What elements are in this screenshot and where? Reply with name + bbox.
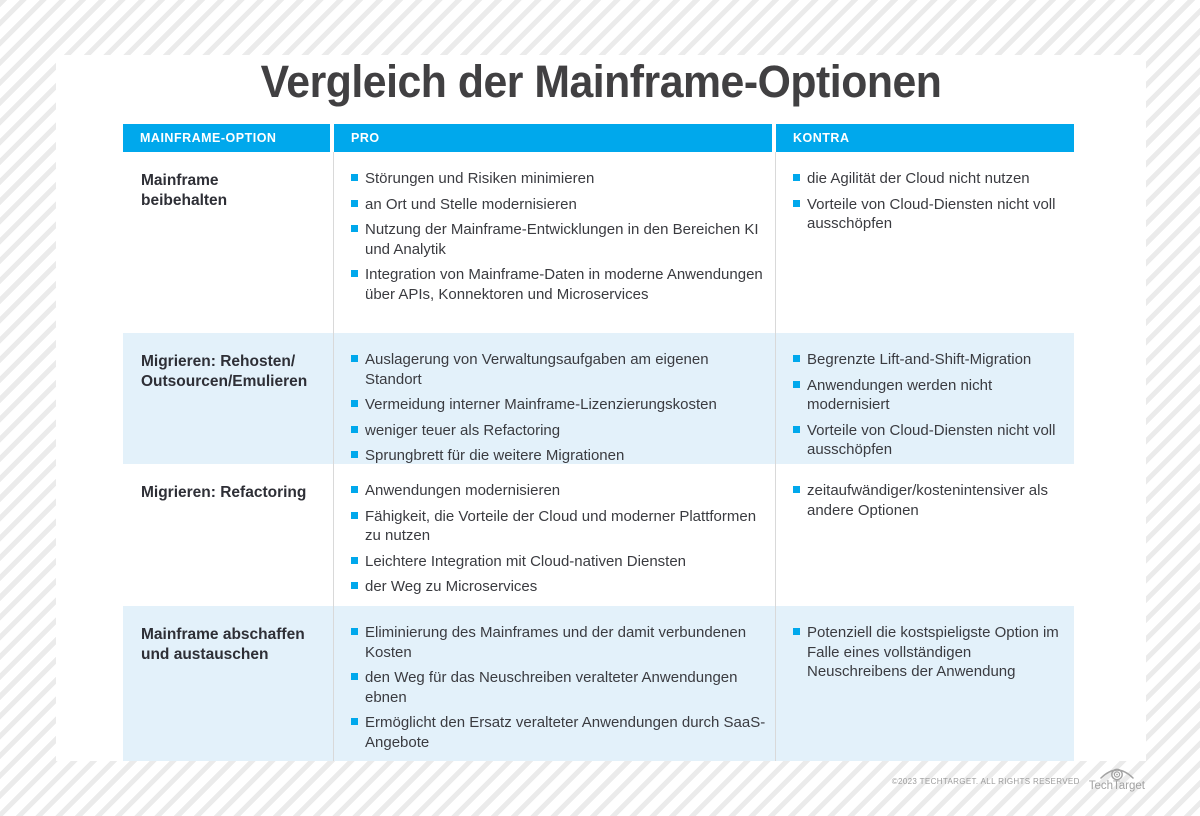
pro-cell-row2: Auslagerung von Verwaltungsaufgaben am e…	[334, 333, 776, 464]
bullet-square-icon	[351, 225, 358, 232]
list-item-text: Vorteile von Cloud-Diensten nicht voll a…	[807, 421, 1056, 459]
bullet-square-icon	[793, 380, 800, 388]
list-item-text: Ermöglicht den Ersatz veralteter Anwendu…	[365, 714, 766, 751]
list-item: Auslagerung von Verwaltungsaufgaben am e…	[351, 350, 767, 389]
list-item-text: Sprungbrett für die weitere Migrationen	[365, 447, 625, 464]
techtarget-logo: TechTarget	[1089, 764, 1145, 793]
list-item-text: Fähigkeit, die Vorteile der Cloud und mo…	[365, 507, 757, 545]
bullet-square-icon	[351, 270, 358, 277]
list-item-text: Störungen und Risiken minimieren	[365, 170, 595, 187]
bullet-square-icon	[351, 718, 358, 725]
copyright-text: ©2023 TECHTARGET. ALL RIGHTS RESERVED	[891, 776, 1080, 786]
bullet-square-icon	[351, 556, 358, 564]
bullet-square-icon	[793, 628, 800, 635]
bullet-square-icon	[351, 425, 358, 433]
list-item: zeitaufwändiger/kostenintensiver als and…	[793, 481, 1066, 520]
list-item-text: zeitaufwändiger/kostenintensiver als and…	[807, 482, 1048, 519]
bullet-square-icon	[351, 199, 358, 207]
list-item: Störungen und Risiken minimieren	[351, 169, 767, 189]
list-item-text: Auslagerung von Verwaltungsaufgaben am e…	[365, 351, 709, 388]
option-cell-row2: Migrieren: Rehosten/ Outsourcen/Emuliere…	[123, 333, 334, 464]
list-item-text: Leichtere Integration mit Cloud-nativen …	[365, 552, 687, 570]
option-cell-row3: Migrieren: Refactoring	[123, 464, 334, 606]
list-item-text: Anwendungen modernisieren	[365, 482, 561, 499]
column-header-mainframe-option: MAINFRAME-OPTION	[123, 124, 334, 152]
list-item-text: Vorteile von Cloud-Diensten nicht voll a…	[807, 195, 1056, 233]
list-item: Vorteile von Cloud-Diensten nicht voll a…	[793, 421, 1066, 460]
list-item: Ermöglicht den Ersatz veralteter Anwendu…	[351, 713, 767, 752]
column-header-kontra: KONTRA	[776, 124, 1074, 152]
list-item: der Weg zu Microservices	[351, 577, 767, 597]
list-item: an Ort und Stelle modernisieren	[351, 195, 767, 215]
list-item-text: Nutzung der Mainframe-Entwicklungen in d…	[365, 221, 759, 258]
list-item-text: Anwendungen werden nicht modernisiert	[807, 376, 993, 414]
bullet-square-icon	[793, 425, 800, 433]
pro-cell-row1: Störungen und Risiken minimieren an Ort …	[334, 152, 776, 333]
list-item: Sprungbrett für die weitere Migrationen	[351, 446, 767, 464]
pro-cell-row3: Anwendungen modernisieren Fähigkeit, die…	[334, 464, 776, 606]
list-item-text: den Weg für das Neuschreiben veralteter …	[365, 669, 738, 706]
bullet-square-icon	[793, 174, 800, 181]
list-item: Eliminierung des Mainframes und der dami…	[351, 623, 767, 662]
logo-text: TechTarget	[1088, 780, 1145, 792]
list-item-text: Potenziell die kostspieligste Option im …	[807, 624, 1059, 680]
page-title: Vergleich der Mainframe-Optionen	[260, 56, 942, 107]
list-item: Integration von Mainframe-Daten in moder…	[351, 265, 767, 304]
list-item-text: Eliminierung des Mainframes und der dami…	[365, 624, 747, 661]
kontra-cell-row3: zeitaufwändiger/kostenintensiver als and…	[776, 464, 1074, 606]
list-item-text: die Agilität der Cloud nicht nutzen	[807, 170, 1030, 187]
list-item: die Agilität der Cloud nicht nutzen	[793, 169, 1066, 189]
kontra-cell-row2: Begrenzte Lift-and-Shift-Migration Anwen…	[776, 333, 1074, 464]
eye-target-icon	[1100, 768, 1134, 781]
list-item: Nutzung der Mainframe-Entwicklungen in d…	[351, 220, 767, 259]
bullet-square-icon	[351, 355, 358, 362]
list-item: Fähigkeit, die Vorteile der Cloud und mo…	[351, 507, 767, 546]
list-item: Vorteile von Cloud-Diensten nicht voll a…	[793, 195, 1066, 234]
list-item-text: weniger teuer als Refactoring	[365, 421, 561, 439]
bullet-square-icon	[793, 355, 800, 362]
bullet-square-icon	[351, 174, 358, 181]
list-item-text: Begrenzte Lift-and-Shift-Migration	[807, 351, 1032, 368]
list-item-text: der Weg zu Microservices	[365, 578, 538, 595]
list-item: Vermeidung interner Mainframe-Lizenzieru…	[351, 395, 767, 415]
bullet-square-icon	[351, 451, 358, 458]
pro-cell-row4: Eliminierung des Mainframes und der dami…	[334, 606, 776, 761]
bullet-square-icon	[351, 486, 358, 493]
list-item: Anwendungen modernisieren	[351, 481, 767, 501]
option-cell-row1: Mainframe beibehalten	[123, 152, 334, 333]
bullet-square-icon	[351, 511, 358, 519]
comparison-table: MAINFRAME-OPTION PRO KONTRA Mainframe be…	[123, 124, 1074, 761]
bullet-square-icon	[793, 199, 800, 207]
infographic-card: Vergleich der Mainframe-Optionen MAINFRA…	[56, 55, 1146, 761]
bullet-square-icon	[351, 673, 358, 680]
option-cell-row4: Mainframe abschaffen und austauschen	[123, 606, 334, 761]
list-item-text: Vermeidung interner Mainframe-Lizenzieru…	[365, 396, 717, 413]
list-item: den Weg für das Neuschreiben veralteter …	[351, 668, 767, 707]
list-item: Anwendungen werden nicht modernisiert	[793, 376, 1066, 415]
column-header-pro: PRO	[334, 124, 776, 152]
list-item-text: Integration von Mainframe-Daten in moder…	[365, 266, 763, 303]
kontra-cell-row4: Potenziell die kostspieligste Option im …	[776, 606, 1074, 761]
list-item: Leichtere Integration mit Cloud-nativen …	[351, 552, 767, 572]
kontra-cell-row1: die Agilität der Cloud nicht nutzen Vort…	[776, 152, 1074, 333]
footer: ©2023 TECHTARGET. ALL RIGHTS RESERVED Te…	[892, 764, 1145, 793]
list-item: Potenziell die kostspieligste Option im …	[793, 623, 1066, 682]
list-item-text: an Ort und Stelle modernisieren	[365, 195, 577, 213]
bullet-square-icon	[351, 628, 358, 635]
list-item: Begrenzte Lift-and-Shift-Migration	[793, 350, 1066, 370]
bullet-square-icon	[351, 582, 358, 589]
bullet-square-icon	[793, 486, 800, 493]
list-item: weniger teuer als Refactoring	[351, 421, 767, 441]
bullet-square-icon	[351, 400, 358, 407]
